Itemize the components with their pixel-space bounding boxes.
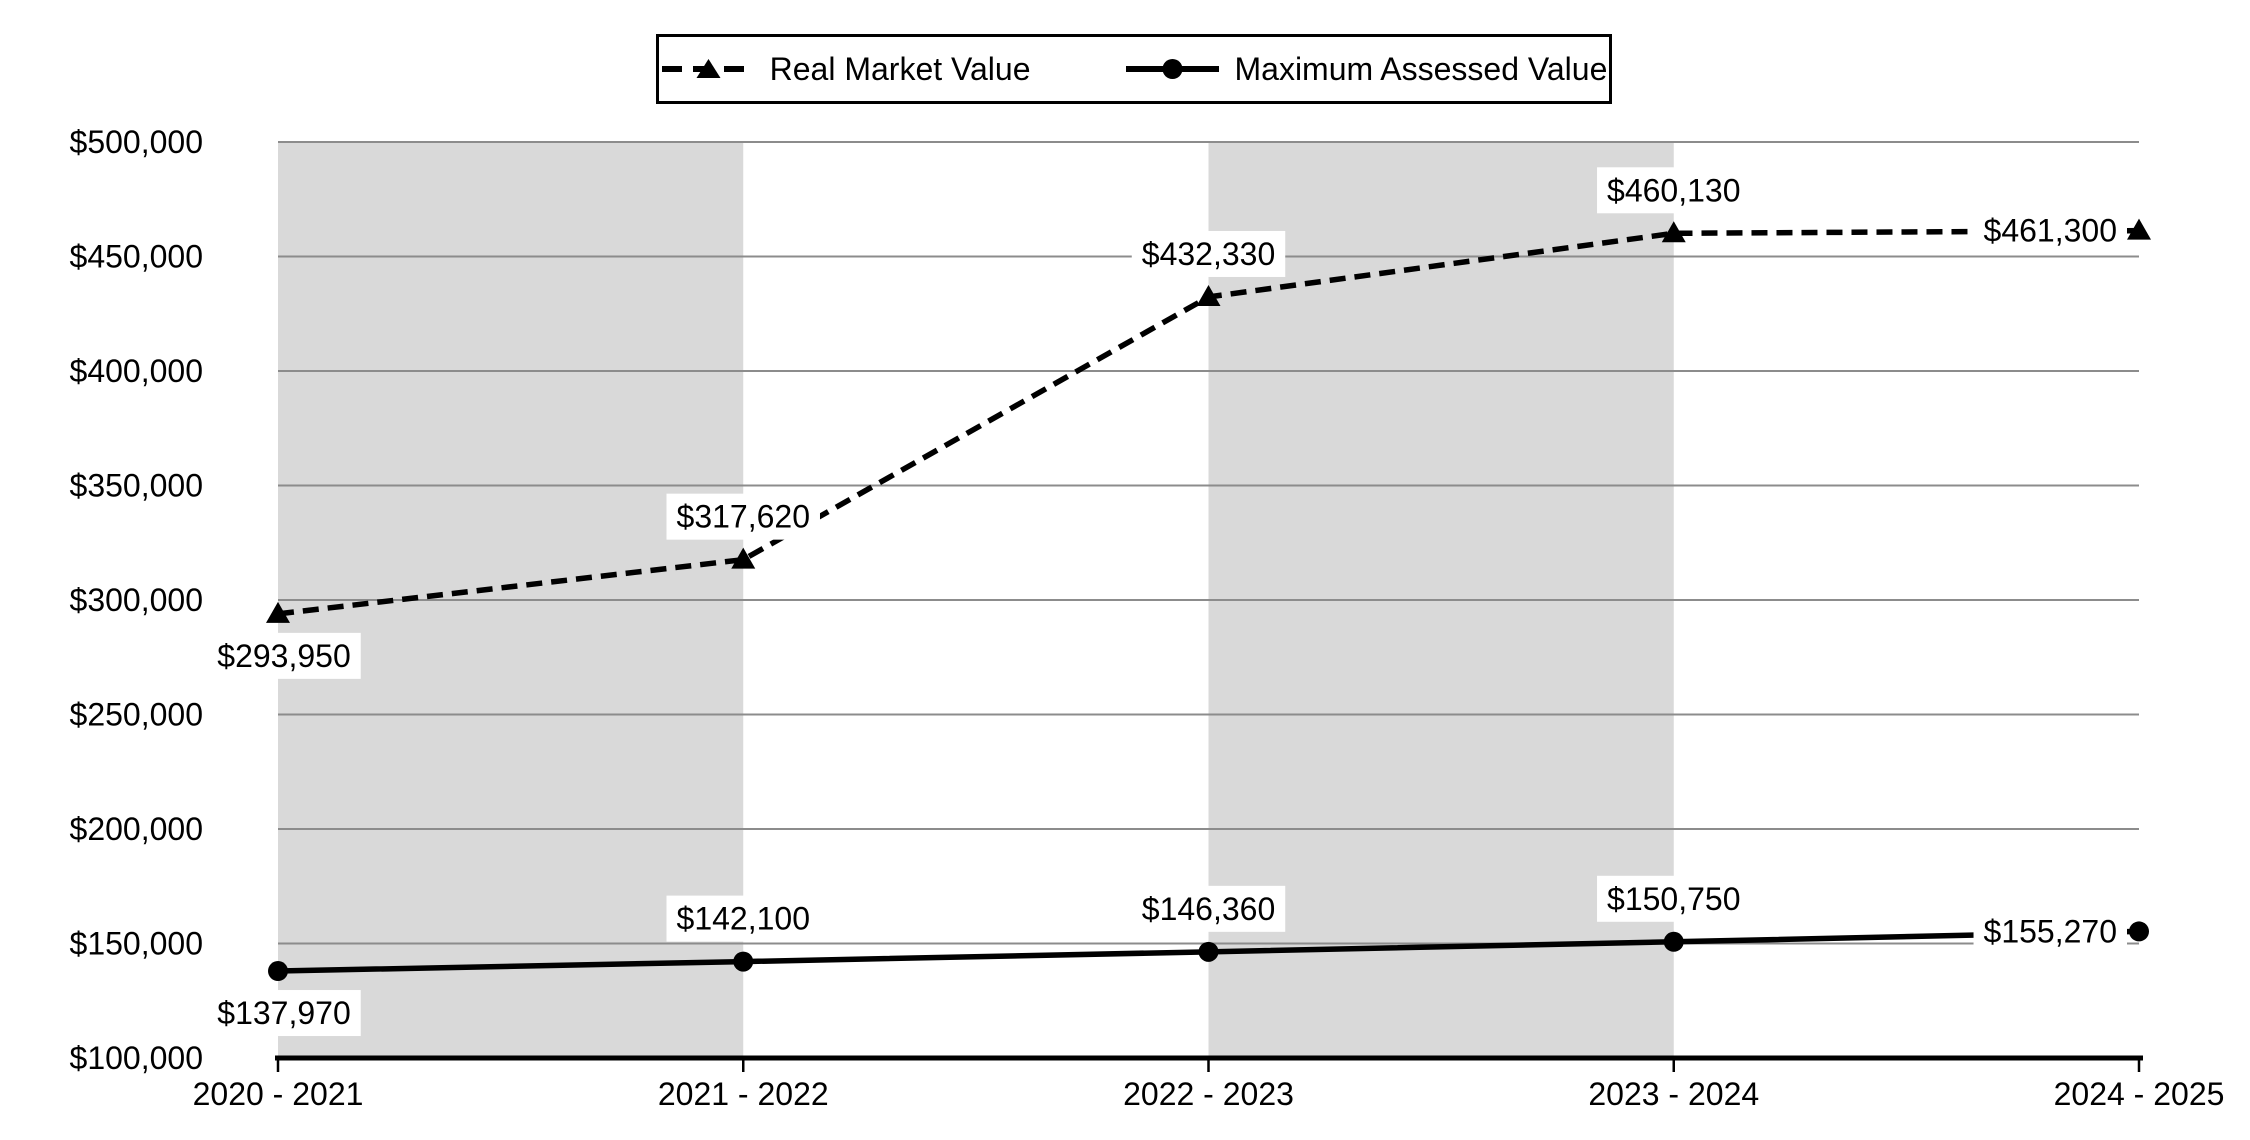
data-label: $461,300 xyxy=(1984,213,2117,249)
legend-label-real-market-value: Real Market Value xyxy=(769,50,1031,87)
y-axis-tick-label: $100,000 xyxy=(70,1040,203,1076)
data-label-background xyxy=(666,493,820,540)
x-axis-tick-label: 2023 - 2024 xyxy=(1588,1076,1759,1112)
y-axis-tick-label: $500,000 xyxy=(70,124,203,160)
y-axis-tick-label: $200,000 xyxy=(70,811,203,847)
data-label: $146,360 xyxy=(1142,891,1275,927)
data-label: $155,270 xyxy=(1984,913,2117,949)
x-axis-tick-label: 2022 - 2023 xyxy=(1123,1076,1294,1112)
y-axis-tick-label: $450,000 xyxy=(70,239,203,275)
data-label-background xyxy=(1973,207,2127,254)
data-label-background xyxy=(207,632,361,679)
marker-triangle xyxy=(1661,221,1686,243)
data-label: $317,620 xyxy=(677,499,810,535)
solid-line-circle-marker-icon xyxy=(1126,59,1220,79)
y-axis-tick-label: $300,000 xyxy=(70,582,203,618)
data-label: $150,750 xyxy=(1607,881,1740,917)
data-label-background xyxy=(666,895,820,942)
data-label-background xyxy=(1131,230,1286,277)
marker-triangle xyxy=(2127,218,2151,240)
marker-triangle xyxy=(266,601,290,623)
x-axis-tick-label: 2024 - 2025 xyxy=(2054,1076,2225,1112)
data-label: $293,950 xyxy=(217,638,350,674)
marker-triangle xyxy=(1196,284,1221,306)
dashed-line-triangle-marker-icon xyxy=(661,59,755,78)
y-axis-tick-label: $250,000 xyxy=(70,697,203,733)
y-axis-tick-label: $400,000 xyxy=(70,353,203,389)
legend-item-maximum-assessed-value: Maximum Assessed Value xyxy=(1125,51,1607,88)
x-axis-tick-label: 2021 - 2022 xyxy=(658,1076,829,1112)
data-label: $460,130 xyxy=(1607,172,1740,208)
legend-label-maximum-assessed-value: Maximum Assessed Value xyxy=(1234,50,1608,87)
data-label-background xyxy=(1597,167,1751,214)
marker-circle xyxy=(733,951,754,972)
data-label-background xyxy=(1973,908,2127,955)
marker-triangle xyxy=(731,547,756,569)
legend-item-real-market-value: Real Market Value xyxy=(661,50,1031,88)
marker-circle xyxy=(268,961,288,982)
y-axis-tick-label: $350,000 xyxy=(70,468,203,504)
marker-circle xyxy=(2129,921,2149,942)
data-label: $137,970 xyxy=(217,995,350,1031)
data-label-background xyxy=(1131,885,1286,932)
marker-circle xyxy=(1198,941,1219,962)
x-axis-tick-label: 2020 - 2021 xyxy=(193,1076,364,1112)
legend: Real Market Value Maximum Assessed Value xyxy=(656,34,1612,104)
data-label-background xyxy=(207,990,361,1037)
marker-circle xyxy=(1663,931,1684,952)
y-axis-tick-label: $150,000 xyxy=(70,926,203,962)
data-label-background xyxy=(1597,875,1751,922)
data-label: $142,100 xyxy=(677,901,810,937)
data-label: $432,330 xyxy=(1142,236,1275,272)
